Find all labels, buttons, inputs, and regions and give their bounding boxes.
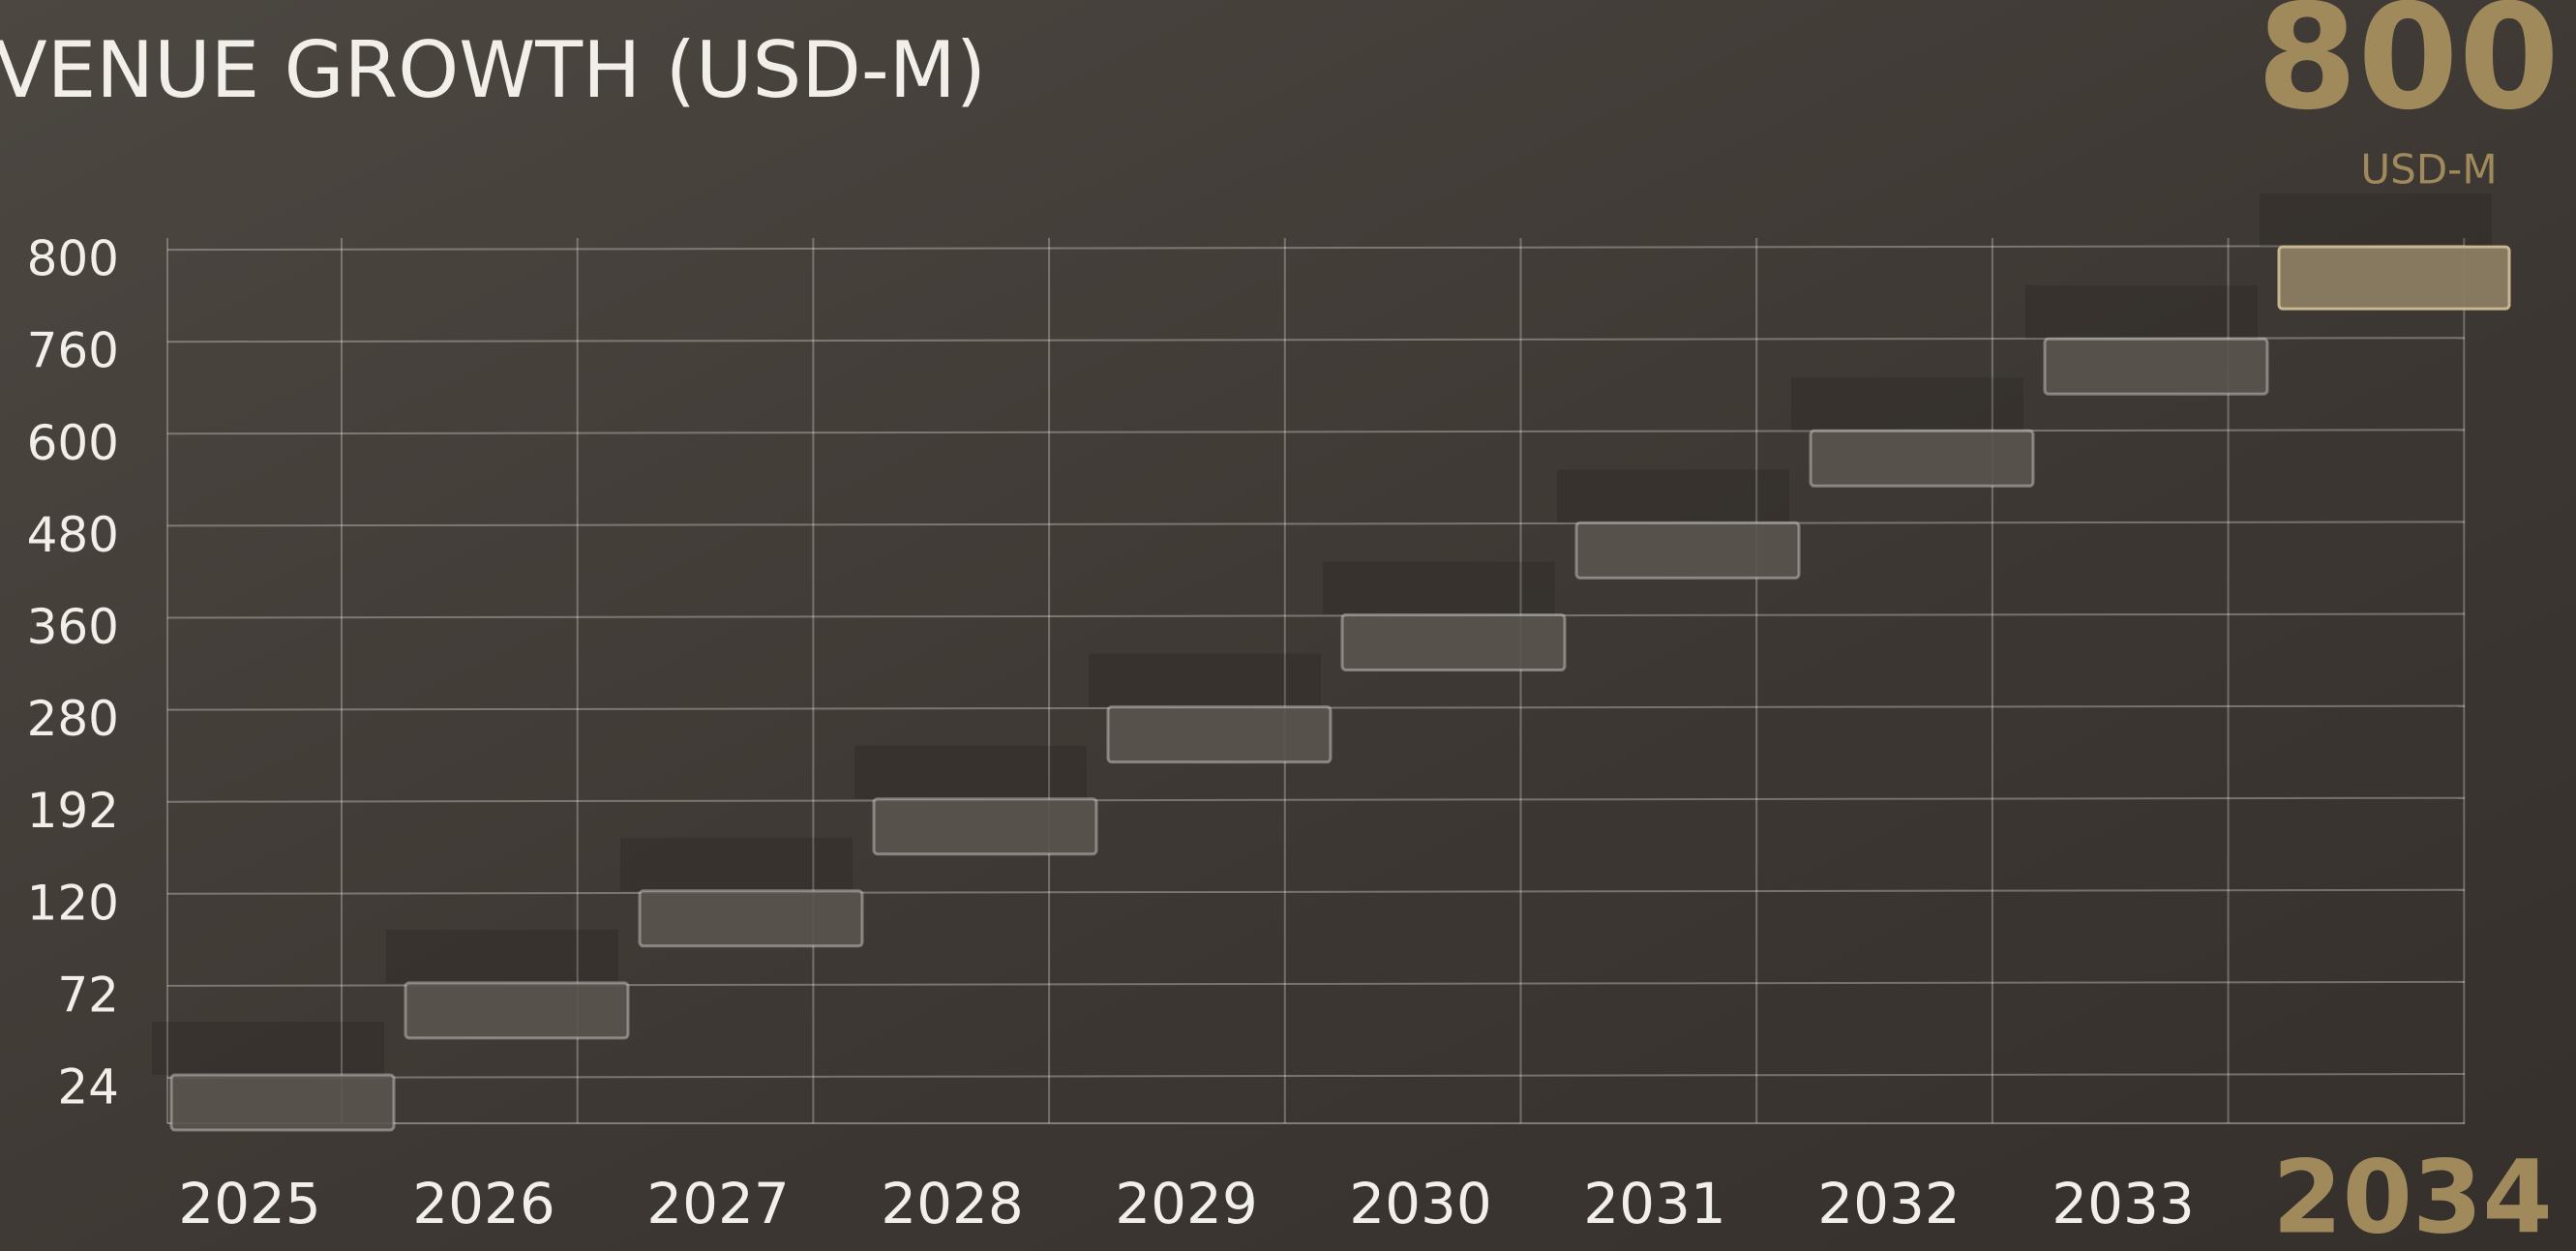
step: [1106, 705, 1333, 764]
step: [1809, 429, 2035, 488]
y-tick-label: 480: [27, 507, 119, 563]
step-shadow: [854, 745, 1087, 799]
y-tick-label: 600: [27, 415, 119, 471]
y-tick-label: 800: [27, 231, 119, 287]
x-tick-label: 2025: [178, 1171, 321, 1236]
grid-line: [166, 429, 2466, 435]
grid-line: [166, 521, 2466, 527]
step: [2277, 245, 2511, 311]
step: [1574, 521, 1801, 580]
step: [404, 981, 630, 1040]
unit-label: USD-M: [2360, 146, 2497, 194]
step-shadow: [1089, 653, 1321, 707]
grid-line: [166, 796, 2466, 803]
step-shadow: [386, 929, 618, 983]
x-tick-label: 2034: [2272, 1138, 2552, 1251]
y-tick-label: 192: [27, 783, 119, 839]
y-tick-label: 360: [27, 599, 119, 655]
x-tick-label: 2026: [412, 1171, 555, 1236]
y-tick-label: 760: [27, 323, 119, 379]
x-tick-label: 2030: [1349, 1171, 1492, 1236]
x-tick-label: 2028: [881, 1171, 1024, 1236]
grid-line: [166, 245, 2466, 252]
x-tick-label: 2029: [1115, 1171, 1258, 1236]
headline-value: 800: [2257, 0, 2560, 142]
step-shadow: [2025, 285, 2258, 340]
x-tick-label: 2033: [2052, 1171, 2195, 1236]
y-tick-label: 280: [27, 691, 119, 747]
chart-title: VENUE GROWTH (USD-M): [0, 25, 986, 115]
y-tick-label: 72: [57, 967, 119, 1023]
step-shadow: [620, 837, 853, 891]
grid-line: [166, 612, 2466, 619]
y-tick-label: 120: [27, 875, 119, 931]
grid-line: [166, 888, 2466, 895]
step: [872, 797, 1098, 856]
step: [169, 1073, 396, 1132]
x-tick-label: 2031: [1583, 1171, 1726, 1236]
x-tick-label: 2032: [1817, 1171, 1961, 1236]
grid-line: [166, 1073, 2466, 1079]
step-shadow: [1323, 561, 1555, 615]
step: [2043, 337, 2269, 396]
grid-line: [166, 337, 2466, 343]
step-shadow: [1557, 469, 1789, 523]
y-tick-label: 24: [57, 1059, 119, 1116]
step-shadow: [2260, 194, 2492, 248]
step: [638, 889, 864, 948]
step-shadow: [152, 1022, 384, 1075]
step: [1340, 613, 1567, 671]
step-shadow: [1791, 377, 2023, 432]
x-tick-label: 2027: [646, 1171, 790, 1236]
